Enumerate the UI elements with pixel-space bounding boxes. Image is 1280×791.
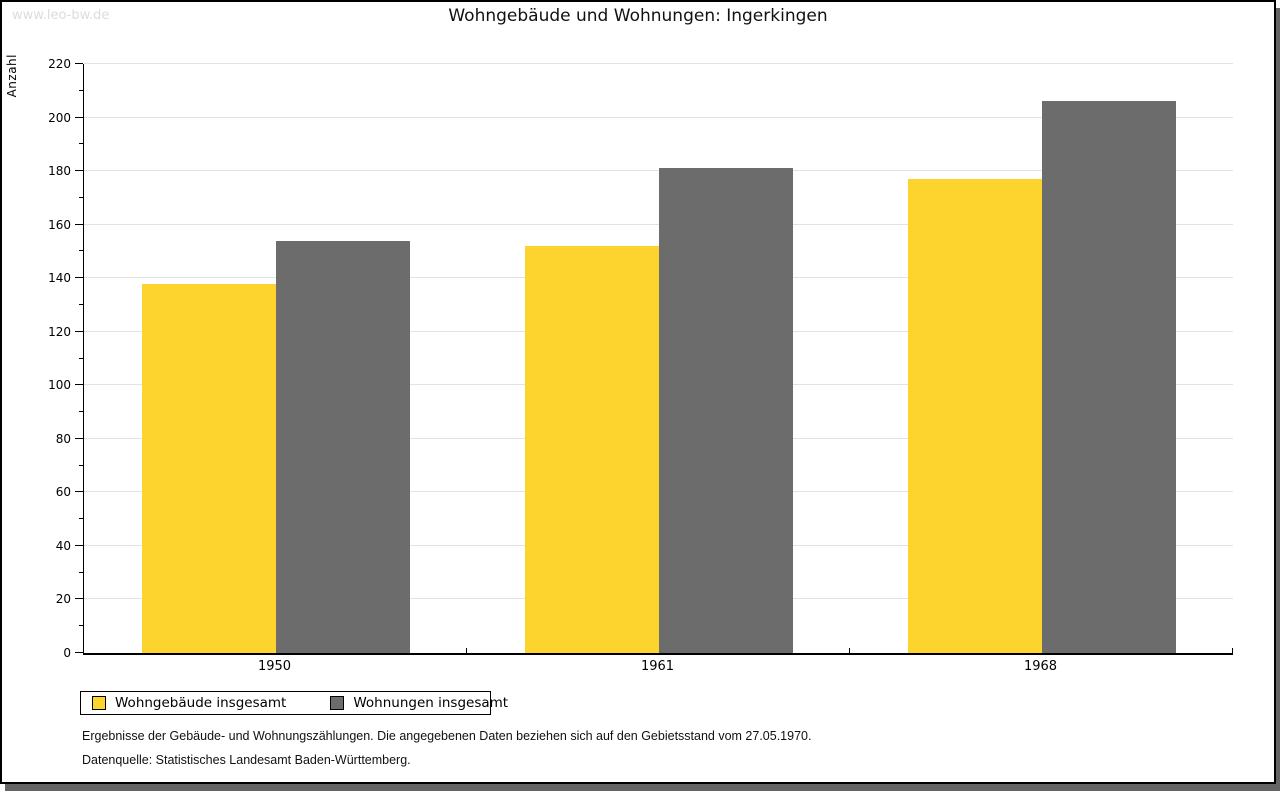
y-axis-minor-tick	[79, 464, 83, 466]
y-axis-major-tick	[75, 437, 83, 439]
x-axis-tick	[466, 648, 467, 653]
y-axis-tick-label: 0	[63, 646, 71, 660]
y-axis-minor-tick	[79, 625, 83, 627]
y-axis-major-tick	[75, 116, 83, 118]
bar-1968-series-0	[907, 179, 1042, 653]
series-swatch-icon	[92, 696, 106, 710]
y-axis-minor-tick	[79, 196, 83, 198]
y-axis-major-tick	[75, 63, 83, 64]
y-axis-tick-label: 40	[55, 538, 71, 553]
y-axis-tick-label: 200	[48, 110, 71, 125]
y-axis-major-tick	[75, 652, 83, 653]
y-axis-tick-label: 180	[48, 164, 71, 179]
y-axis-major-tick	[75, 384, 83, 386]
y-axis-major-tick	[75, 277, 83, 279]
y-axis-minor-tick	[79, 357, 83, 359]
gridline	[84, 63, 1233, 64]
footnote-source-note: Ergebnisse der Gebäude- und Wohnungszähl…	[82, 729, 812, 743]
y-axis-tick-label: 20	[55, 592, 71, 607]
footnote-data-source: Datenquelle: Statistisches Landesamt Bad…	[82, 753, 411, 767]
y-axis-tick-label: 100	[48, 378, 71, 393]
y-axis-major-tick	[75, 491, 83, 493]
plot-area	[83, 63, 1233, 655]
y-axis-tick-label: 160	[48, 217, 71, 232]
legend: Wohngebäude insgesamt Wohnungen insgesam…	[80, 691, 508, 715]
watermark: www.leo-bw.de	[12, 8, 110, 23]
legend-entry-wohnungen: Wohnungen insgesamt	[330, 695, 508, 711]
y-axis-major-tick	[75, 544, 83, 546]
y-axis-minor-tick	[79, 411, 83, 413]
y-axis-minor-tick	[79, 303, 83, 305]
bar-1950-series-0	[141, 283, 276, 653]
x-axis-tick-label: 1961	[640, 659, 675, 674]
y-axis-tick-label: 120	[48, 324, 71, 339]
y-axis-minor-tick	[79, 571, 83, 573]
y-axis-major-tick	[75, 170, 83, 172]
y-axis-major-tick	[75, 330, 83, 332]
x-axis-tick	[1232, 648, 1233, 653]
y-axis-tick-label: 80	[55, 431, 71, 446]
bar-1950-series-1	[275, 240, 410, 653]
bar-1961-series-1	[658, 168, 793, 653]
x-axis-tick-label: 1968	[1023, 659, 1058, 674]
y-axis-major-tick	[75, 223, 83, 225]
series-swatch-icon	[330, 696, 345, 710]
x-axis-tick	[849, 648, 850, 653]
legend-entry-wohngebaeude: Wohngebäude insgesamt	[92, 695, 286, 711]
y-axis-tick-label: 140	[48, 271, 71, 286]
y-axis-minor-tick	[79, 250, 83, 252]
gridline	[84, 116, 1233, 118]
bar-1961-series-0	[524, 246, 659, 653]
y-axis-minor-tick	[79, 143, 83, 145]
y-axis-tick-label: 220	[48, 57, 71, 71]
x-axis-tick-label: 1950	[257, 659, 292, 674]
y-axis-tick-label: 60	[55, 485, 71, 500]
legend-label: Wohngebäude insgesamt	[115, 695, 287, 711]
y-axis-minor-tick	[79, 89, 83, 91]
y-axis-major-tick	[75, 598, 83, 600]
bar-1968-series-1	[1041, 101, 1176, 653]
y-axis-minor-tick	[79, 518, 83, 520]
chart-title: Wohngebäude und Wohnungen: Ingerkingen	[448, 6, 828, 26]
legend-label: Wohnungen insgesamt	[353, 695, 509, 711]
